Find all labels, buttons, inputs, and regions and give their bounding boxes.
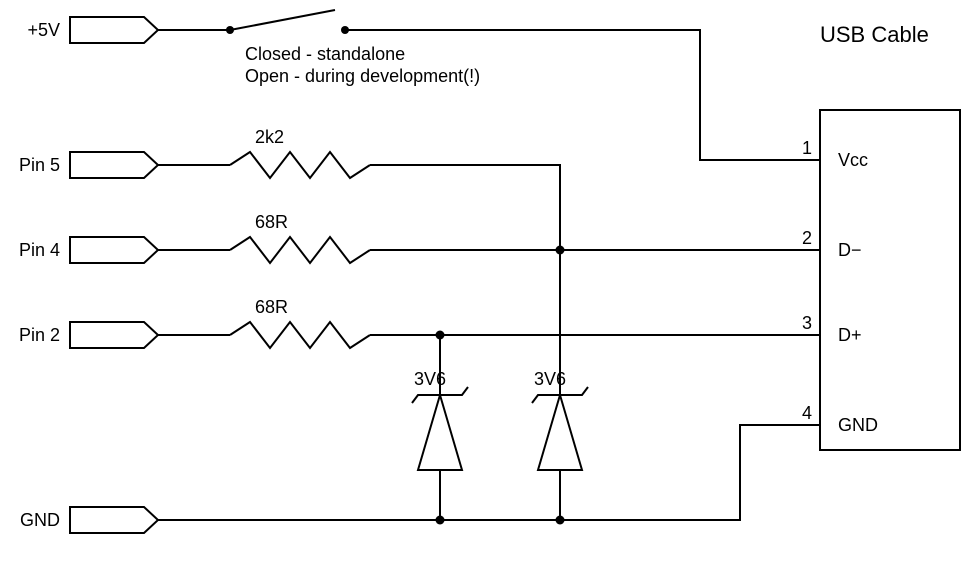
port-label: Pin 2 xyxy=(19,325,60,345)
port-tag xyxy=(70,237,158,263)
switch-note: Open - during development(!) xyxy=(245,66,480,86)
resistor xyxy=(230,237,370,263)
zener-diode xyxy=(418,395,462,470)
zener-label: 3V6 xyxy=(414,369,446,389)
port-label: Pin 5 xyxy=(19,155,60,175)
resistor xyxy=(230,152,370,178)
usb-pin-label: D− xyxy=(838,240,862,260)
switch-lever xyxy=(230,10,335,30)
resistor-label: 68R xyxy=(255,297,288,317)
junction-dot xyxy=(556,246,565,255)
junction-dot xyxy=(436,516,445,525)
junction-dot xyxy=(436,331,445,340)
zener-diode xyxy=(538,395,582,470)
zener-label: 3V6 xyxy=(534,369,566,389)
resistor xyxy=(230,322,370,348)
wire xyxy=(345,30,820,160)
port-label: GND xyxy=(20,510,60,530)
port-tag xyxy=(70,152,158,178)
switch-terminal xyxy=(341,26,349,34)
wire xyxy=(158,425,820,520)
usb-pin-number: 2 xyxy=(802,228,812,248)
junction-dot xyxy=(556,516,565,525)
port-tag xyxy=(70,507,158,533)
wire xyxy=(370,165,560,250)
usb-pin-number: 4 xyxy=(802,403,812,423)
usb-pin-number: 3 xyxy=(802,313,812,333)
port-tag xyxy=(70,322,158,348)
switch-note: Closed - standalone xyxy=(245,44,405,64)
usb-pin-label: Vcc xyxy=(838,150,868,170)
resistor-label: 2k2 xyxy=(255,127,284,147)
usb-pin-label: GND xyxy=(838,415,878,435)
usb-pin-number: 1 xyxy=(802,138,812,158)
port-label: +5V xyxy=(27,20,60,40)
resistor-label: 68R xyxy=(255,212,288,232)
port-label: Pin 4 xyxy=(19,240,60,260)
usb-schematic: +5V Pin 5 Pin 4 Pin 2 GND 2k2 68R 68R 3V6 3V6 Clos… xyxy=(0,0,970,563)
usb-pin-label: D+ xyxy=(838,325,862,345)
usb-title: USB Cable xyxy=(820,22,929,47)
port-tag xyxy=(70,17,158,43)
